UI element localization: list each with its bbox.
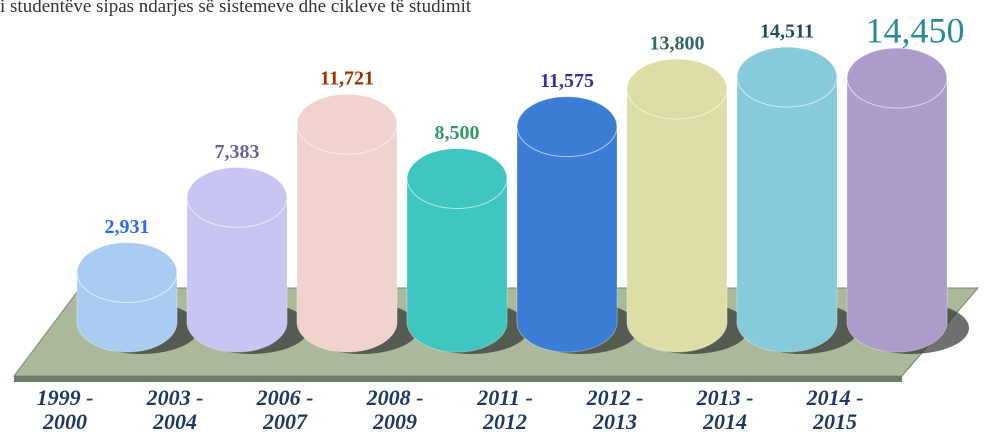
floor-edge bbox=[14, 376, 902, 382]
x-tick-label: 1999 - 2000 bbox=[36, 385, 94, 434]
value-label: 14,511 bbox=[760, 21, 814, 43]
bar-shade bbox=[627, 89, 727, 353]
x-tick-label: 2014 - 2015 bbox=[806, 385, 864, 434]
bar-top bbox=[406, 147, 508, 209]
bar-top bbox=[186, 166, 288, 228]
x-tick-label: 2012 - 2013 bbox=[586, 385, 644, 434]
bar-top bbox=[296, 93, 398, 155]
x-tick-label: 2006 - 2007 bbox=[256, 385, 314, 434]
bar-shade bbox=[297, 124, 397, 352]
bar-shade bbox=[517, 126, 617, 352]
bar-shade bbox=[737, 77, 837, 352]
value-label: 14,450 bbox=[866, 10, 965, 50]
x-tick-label: 2003 - 2004 bbox=[146, 385, 204, 434]
value-label: 8,500 bbox=[435, 122, 480, 144]
bar-shade bbox=[847, 78, 947, 352]
bar-shade bbox=[407, 178, 507, 352]
value-label: 13,800 bbox=[650, 33, 705, 55]
bar-top bbox=[516, 96, 618, 158]
value-label: 11,721 bbox=[320, 68, 374, 90]
value-label: 2,931 bbox=[105, 216, 150, 238]
bar-top bbox=[846, 47, 948, 109]
x-tick-label: 2008 - 2009 bbox=[366, 385, 424, 434]
bar-shade bbox=[187, 197, 287, 352]
value-label: 11,575 bbox=[540, 70, 594, 92]
bar-top bbox=[626, 58, 728, 120]
bar-top bbox=[76, 242, 178, 304]
chart-title: i studentëve sipas ndarjes së sistemeve … bbox=[0, 0, 472, 17]
bar-top bbox=[736, 46, 838, 108]
x-tick-label: 2011 - 2012 bbox=[477, 385, 533, 434]
value-label: 7,383 bbox=[215, 141, 260, 163]
x-tick-label: 2013 - 2014 bbox=[696, 385, 754, 434]
